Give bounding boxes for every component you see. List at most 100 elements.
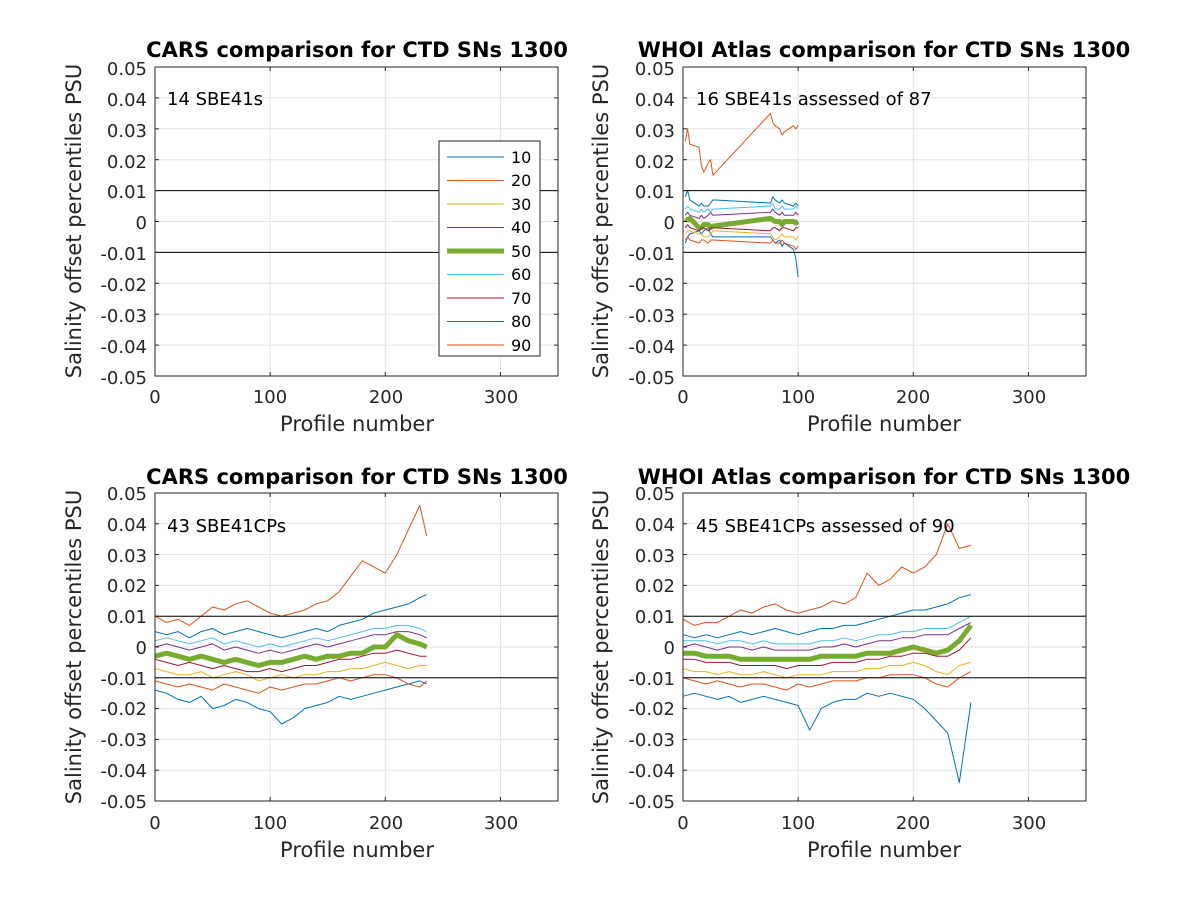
series-line-20 [682,523,972,626]
x-axis-label: Profile number [807,412,961,436]
x-axis-label: Profile number [280,838,434,862]
y-tick-label: 0.05 [107,59,147,80]
x-tick-label: 0 [677,813,688,834]
y-tick-label: 0 [664,638,675,659]
x-axis-label: Profile number [280,412,434,436]
x-tick-label: 200 [896,387,930,408]
plot-area [682,66,1087,377]
y-tick-label: -0.03 [100,306,147,327]
x-axis-label: Profile number [807,838,961,862]
legend-label: 10 [511,148,531,167]
annotation: 14 SBE41s [167,89,263,110]
series-line-90 [154,674,428,694]
series-line-60 [154,624,427,648]
y-tick-label: 0.02 [635,576,675,597]
y-tick-label: -0.02 [100,699,147,720]
series-line-80 [684,190,799,207]
x-tick-label: 200 [369,813,403,834]
y-tick-label: -0.04 [100,337,147,358]
y-tick-label: 0.02 [635,152,675,173]
series-line-60 [683,615,972,645]
x-tick-label: 100 [781,387,815,408]
chart-title: WHOI Atlas comparison for CTD SNs 1300 [638,465,1131,489]
x-tick-label: 300 [484,387,518,408]
series-line-60 [684,202,799,213]
x-tick-label: 300 [1012,813,1046,834]
series-line-90 [682,671,972,691]
series-line-40 [684,208,799,219]
series-line-30 [682,661,972,679]
x-tick-label: 200 [896,813,930,834]
series-line-40 [154,631,427,654]
y-ticks: -0.05 -0.04 -0.03 -0.02 -0.01 0 0.01 0.0… [628,484,675,813]
legend-label: 30 [511,195,531,214]
series-line-90 [684,236,799,250]
legend-label: 20 [511,171,531,190]
y-tick-label: 0 [136,638,147,659]
series-line-40 [682,621,972,651]
y-tick-label: -0.03 [100,730,147,751]
x-ticks: 0 100 200 300 [149,813,518,834]
series-line-70 [684,224,799,232]
chart-title: CARS comparison for CTD SNs 1300 [146,465,568,489]
legend: 10 20 30 40 50 60 70 80 90 [438,140,541,357]
plot-area [682,492,1087,802]
x-tick-label: 100 [253,813,287,834]
y-tick-label: -0.04 [628,337,675,358]
series-line-80 [682,692,972,783]
y-tick-label: -0.04 [100,761,147,782]
y-tick-label: -0.02 [628,699,675,720]
x-tick-label: 0 [149,813,160,834]
legend-label: 90 [511,336,531,355]
series-line-80 [154,680,427,725]
plot-area [154,492,559,802]
y-tick-label: 0 [136,213,147,234]
x-ticks: 0 100 200 300 [677,387,1046,408]
x-tick-label: 300 [1012,387,1046,408]
series-line-50 [683,215,800,231]
y-tick-label: 0.05 [635,59,675,80]
series-line-50 [154,632,428,668]
y-tick-label: 0.02 [107,152,147,173]
y-tick-label: 0.03 [635,121,675,142]
series-line-10 [154,594,427,639]
y-tick-label: -0.05 [628,368,675,389]
annotation: 16 SBE41s assessed of 87 [696,89,932,110]
panel-whoi-sbe41cp: WHOI Atlas comparison for CTD SNs 1300 4… [589,465,1130,862]
y-tick-label: 0.02 [107,576,147,597]
y-axis-label: Salinity offset percentiles PSU [589,490,613,804]
y-tick-label: 0.01 [107,182,147,203]
x-tick-label: 200 [369,387,403,408]
y-axis-label: Salinity offset percentiles PSU [62,64,86,378]
x-tick-label: 300 [484,813,518,834]
y-tick-label: 0.04 [107,515,147,536]
chart-title: WHOI Atlas comparison for CTD SNs 1300 [638,38,1131,62]
y-tick-label: 0.04 [635,515,675,536]
x-ticks: 0 100 200 300 [677,813,1046,834]
panel-whoi-sbe41: WHOI Atlas comparison for CTD SNs 1300 1… [589,38,1130,436]
y-ticks: -0.05 -0.04 -0.03 -0.02 -0.01 0 0.01 0.0… [100,484,147,813]
y-tick-label: 0.05 [107,484,147,505]
series-line-70 [683,637,972,670]
series-line-70 [154,649,427,673]
x-ticks: 0 100 200 300 [149,387,518,408]
series-line-50 [683,623,973,662]
y-tick-label: -0.01 [628,669,675,690]
y-tick-label: 0.04 [635,90,675,111]
y-tick-label: 0 [664,213,675,234]
legend-label: 40 [511,218,531,237]
y-axis-label: Salinity offset percentiles PSU [62,490,86,804]
y-axis-label: Salinity offset percentiles PSU [589,64,613,378]
y-tick-label: 0.04 [107,90,147,111]
y-tick-label: -0.05 [628,792,675,813]
y-tick-label: -0.05 [100,792,147,813]
annotation: 43 SBE41CPs [167,516,286,537]
x-tick-label: 0 [677,387,688,408]
y-tick-label: -0.02 [628,275,675,296]
y-tick-label: 0.01 [107,607,147,628]
chart-title: CARS comparison for CTD SNs 1300 [146,38,568,62]
panel-cars-sbe41cp: CARS comparison for CTD SNs 1300 43 SBE4… [62,465,568,862]
y-ticks: -0.05 -0.04 -0.03 -0.02 -0.01 0 0.01 0.0… [628,59,675,389]
series-line-20 [684,112,799,176]
